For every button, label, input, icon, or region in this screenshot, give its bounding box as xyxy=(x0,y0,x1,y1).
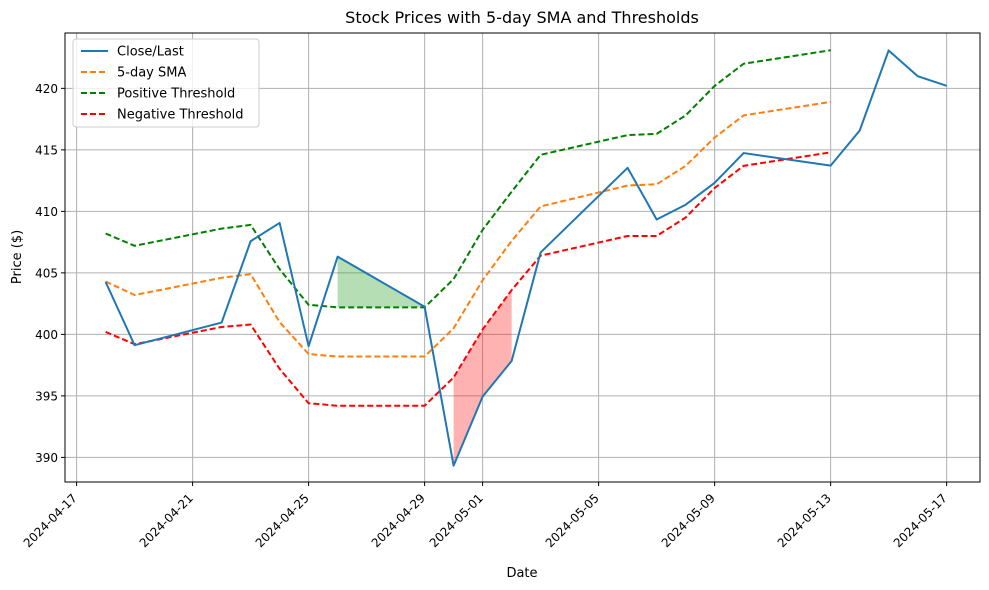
y-tick-label: 400 xyxy=(35,328,58,342)
y-axis-label: Price ($) xyxy=(10,230,25,284)
legend-label: 5-day SMA xyxy=(117,66,186,81)
chart-title: Stock Prices with 5-day SMA and Threshol… xyxy=(345,8,699,27)
threshold-fill-area xyxy=(453,290,512,466)
y-tick-label: 415 xyxy=(35,143,58,157)
y-tick-label: 390 xyxy=(35,451,58,465)
series-line-negative-threshold xyxy=(105,151,831,407)
series-line-5-day-sma xyxy=(105,100,831,358)
grid xyxy=(65,33,980,482)
y-axis: 390 395 400 405 410 415 420 xyxy=(35,82,65,465)
y-tick-label: 410 xyxy=(35,205,58,219)
y-tick-label: 395 xyxy=(35,389,58,403)
x-axis-label: Date xyxy=(506,566,537,581)
legend-label: Positive Threshold xyxy=(117,87,235,102)
y-tick-label: 405 xyxy=(35,266,58,280)
y-tick-label: 420 xyxy=(35,82,58,96)
series-line-positive-threshold xyxy=(105,49,831,309)
legend-label: Negative Threshold xyxy=(117,108,244,123)
legend-label: Close/Last xyxy=(117,45,184,60)
series-lines xyxy=(104,49,947,467)
series-line-close-last xyxy=(104,49,947,467)
plot-frame xyxy=(64,32,981,483)
legend-box xyxy=(72,38,260,128)
legend: Close/Last 5-day SMA Positive Threshold Neg… xyxy=(72,38,260,128)
